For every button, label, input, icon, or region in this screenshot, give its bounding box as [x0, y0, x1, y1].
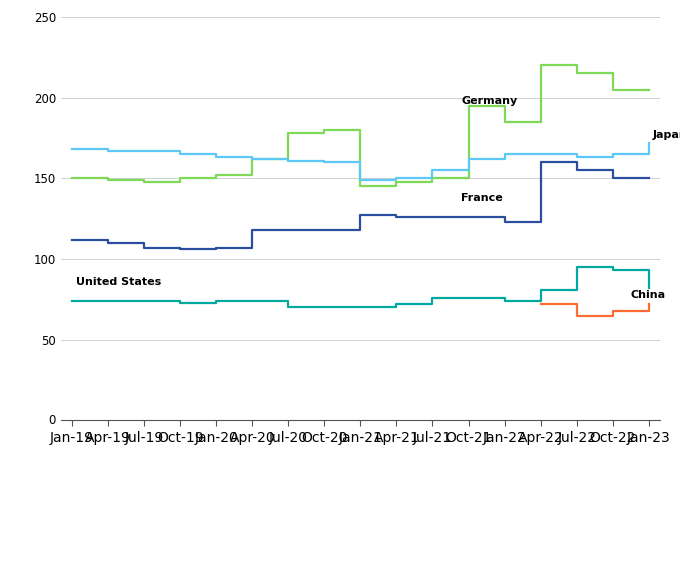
Text: China: China	[631, 290, 666, 299]
Text: Japan: Japan	[652, 130, 680, 140]
Text: Germany: Germany	[461, 96, 517, 106]
Text: 0: 0	[48, 414, 55, 427]
Text: United States: United States	[75, 277, 161, 287]
Text: France: France	[461, 193, 503, 203]
